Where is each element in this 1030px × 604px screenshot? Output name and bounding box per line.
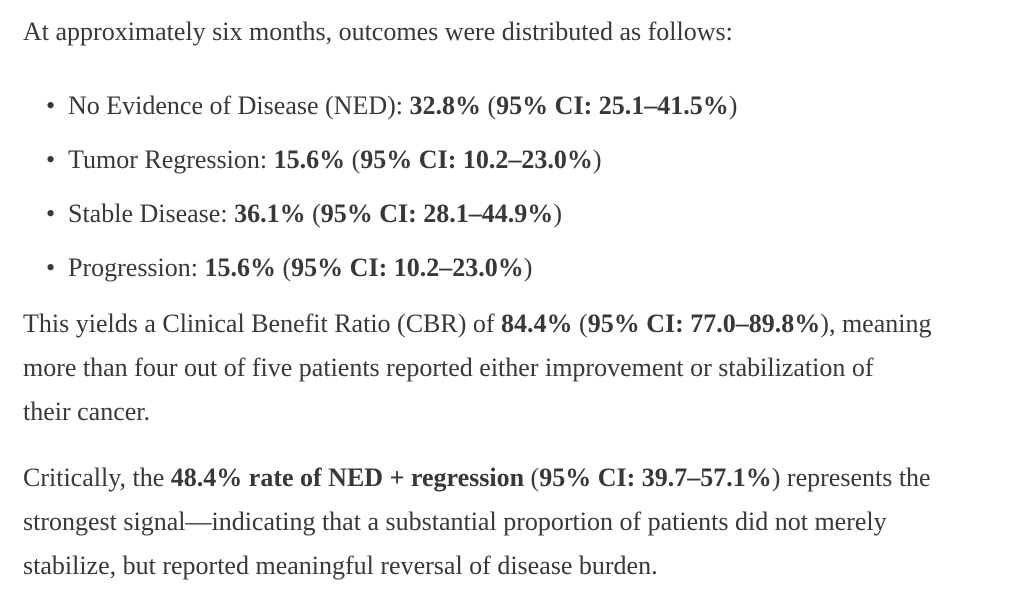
text-segment: ( xyxy=(345,145,361,174)
text-line: This yields a Clinical Benefit Ratio (CB… xyxy=(23,302,1010,346)
text-segment: ( xyxy=(524,463,540,492)
cbr-paragraph: This yields a Clinical Benefit Ratio (CB… xyxy=(23,302,1010,434)
text-segment: ( xyxy=(305,199,321,228)
text-segment: more than four out of five patients repo… xyxy=(23,353,874,382)
outcomes-list: No Evidence of Disease (NED): 32.8% (95%… xyxy=(23,84,1010,290)
bold-text-segment: 32.8% xyxy=(409,91,482,120)
text-segment: ) xyxy=(592,145,602,174)
text-segment: ( xyxy=(481,91,497,120)
text-line: their cancer. xyxy=(23,390,1010,434)
text-segment: Progression: xyxy=(68,253,205,282)
list-item: Stable Disease: 36.1% (95% CI: 28.1–44.9… xyxy=(46,192,1010,236)
text-segment: ) xyxy=(523,253,533,282)
bold-text-segment: 95% CI: 77.0–89.8% xyxy=(587,309,821,338)
text-segment: ( xyxy=(276,253,292,282)
text-segment: stabilize, but reported meaningful rever… xyxy=(23,551,658,580)
text-line: stabilize, but reported meaningful rever… xyxy=(23,544,1010,588)
text-segment: ) represents the xyxy=(771,463,931,492)
bold-text-segment: 15.6% xyxy=(273,145,346,174)
text-line: Critically, the 48.4% rate of NED + regr… xyxy=(23,456,1010,500)
text-segment: their cancer. xyxy=(23,397,151,426)
text-segment: Tumor Regression: xyxy=(68,145,274,174)
bold-text-segment: 95% CI: 25.1–41.5% xyxy=(496,91,729,120)
bold-text-segment: 95% CI: 10.2–23.0% xyxy=(360,145,593,174)
bold-text-segment: 84.4% xyxy=(501,309,573,338)
list-item: Progression: 15.6% (95% CI: 10.2–23.0%) xyxy=(46,246,1010,290)
bold-text-segment: 36.1% xyxy=(234,199,306,228)
ned-paragraph: Critically, the 48.4% rate of NED + regr… xyxy=(23,456,1010,588)
text-line: strongest signal—indicating that a subst… xyxy=(23,500,1010,544)
text-segment: ), meaning xyxy=(820,309,932,338)
bold-text-segment: 48.4% rate of NED + regression xyxy=(170,463,525,492)
text-segment: ( xyxy=(572,309,588,338)
intro-paragraph: At approximately six months, outcomes we… xyxy=(23,10,1010,54)
list-item: No Evidence of Disease (NED): 32.8% (95%… xyxy=(46,84,1010,128)
text-segment: ) xyxy=(553,199,562,228)
text-segment: Stable Disease: xyxy=(68,199,235,228)
text-line: more than four out of five patients repo… xyxy=(23,346,1010,390)
bold-text-segment: 95% CI: 10.2–23.0% xyxy=(291,253,524,282)
text-segment: strongest signal—indicating that a subst… xyxy=(23,507,887,536)
bold-text-segment: 95% CI: 39.7–57.1% xyxy=(539,463,772,492)
text-segment: This yields a Clinical Benefit Ratio (CB… xyxy=(23,309,502,338)
text-segment: No Evidence of Disease (NED): xyxy=(68,91,410,120)
list-item: Tumor Regression: 15.6% (95% CI: 10.2–23… xyxy=(46,138,1010,182)
text-segment: ) xyxy=(728,91,738,120)
document: At approximately six months, outcomes we… xyxy=(0,0,1030,588)
bold-text-segment: 95% CI: 28.1–44.9% xyxy=(320,199,554,228)
text-line: At approximately six months, outcomes we… xyxy=(23,10,1010,54)
text-segment: Critically, the xyxy=(23,463,171,492)
bold-text-segment: 15.6% xyxy=(204,253,277,282)
text-segment: At approximately six months, outcomes we… xyxy=(23,17,733,46)
